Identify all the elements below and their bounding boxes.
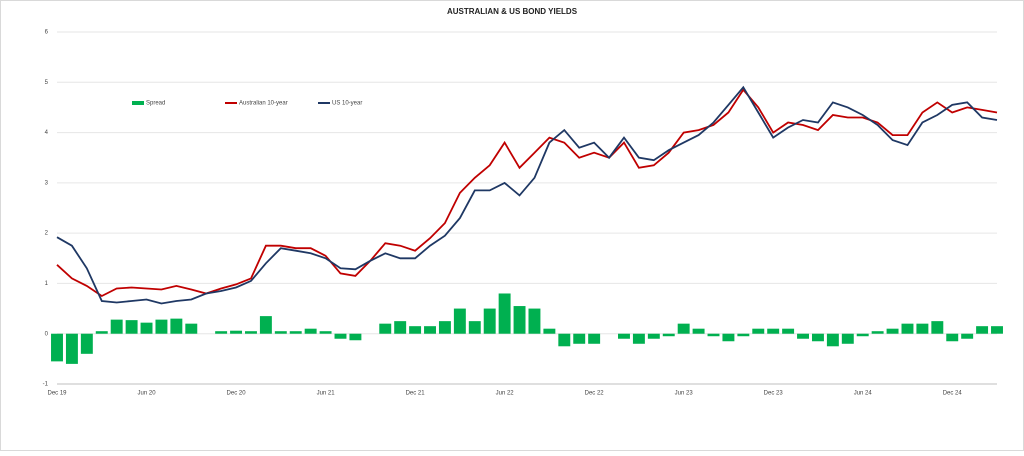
spread-bar [662, 333, 675, 337]
spread-bar [543, 328, 556, 334]
spread-bar [110, 319, 123, 334]
x-tick-label: Dec 19 [47, 391, 67, 397]
y-tick-label: 1 [45, 281, 49, 287]
spread-bar [647, 333, 660, 339]
spread-bar [215, 331, 228, 334]
spread-bar [782, 328, 795, 334]
x-tick-label: Dec 24 [943, 391, 963, 397]
spread-bar [155, 319, 168, 334]
spread-bar [797, 333, 809, 339]
y-tick-label: 4 [45, 130, 49, 136]
y-tick-label: 5 [45, 80, 49, 86]
spread-bar [722, 333, 735, 342]
spread-bar [170, 318, 183, 334]
spread-bar [304, 328, 317, 334]
spread-bar [468, 321, 481, 334]
spread-bar [931, 321, 944, 334]
spread-bar [632, 333, 645, 344]
spread-bar [140, 322, 153, 334]
legend-label: Australian 10-year [239, 101, 288, 107]
spread-bar [424, 326, 436, 334]
spread-bar [916, 323, 929, 334]
legend-swatch [132, 101, 144, 105]
spread-bar [394, 321, 407, 334]
spread-bar [245, 331, 257, 334]
chart-title: AUSTRALIAN & US BOND YIELDS [447, 7, 578, 16]
spread-bar [692, 328, 705, 334]
x-tick-label: Dec 23 [764, 391, 784, 397]
y-tick-label: 3 [45, 180, 49, 186]
spread-bar [453, 308, 466, 334]
spread-bar [901, 323, 914, 334]
x-tick-label: Jun 24 [854, 391, 873, 397]
legend-label: Spread [146, 101, 165, 107]
spread-bar [289, 331, 302, 334]
spread-bar [961, 333, 974, 339]
spread-bar [588, 333, 601, 344]
spread-bar [125, 320, 138, 334]
spread-bar [826, 333, 839, 347]
spread-bar [95, 331, 108, 334]
spread-bar [737, 333, 750, 337]
spread-bar [707, 333, 720, 337]
spread-bar [319, 331, 332, 334]
spread-bar [513, 306, 526, 334]
spread-bar [528, 308, 541, 334]
legend-label: US 10-year [332, 101, 362, 107]
spread-bar [841, 333, 854, 344]
x-tick-label: Jun 22 [496, 391, 515, 397]
spread-bar [856, 333, 869, 337]
yield-line [56, 85, 998, 305]
x-tick-label: Dec 20 [227, 391, 247, 397]
y-tick-label: -1 [43, 382, 49, 388]
spread-bar [573, 333, 586, 344]
spread-bar [274, 331, 287, 334]
x-tick-label: Jun 20 [138, 391, 157, 397]
spread-bar [334, 333, 347, 339]
x-tick-label: Jun 23 [675, 391, 694, 397]
spread-bar [185, 323, 198, 334]
spread-bar [767, 328, 780, 334]
spread-bar [752, 328, 765, 334]
spread-bar [65, 333, 78, 364]
y-tick-label: 6 [45, 30, 49, 36]
y-tick-label: 2 [45, 231, 49, 237]
y-tick-label: 0 [45, 331, 49, 337]
spread-bar [483, 308, 496, 334]
spread-bar [259, 316, 272, 334]
spread-bar [618, 333, 630, 339]
spread-bar [976, 326, 989, 334]
spread-bar [946, 333, 959, 342]
x-tick-label: Dec 21 [406, 391, 426, 397]
spread-bar [80, 333, 93, 354]
spread-bar [230, 330, 243, 334]
yield-line [56, 88, 998, 298]
x-tick-label: Jun 21 [317, 391, 336, 397]
spread-bar [811, 333, 824, 342]
spread-bar [409, 326, 422, 334]
spread-bar [991, 326, 1003, 334]
spread-bar [558, 333, 571, 347]
spread-bar [438, 321, 451, 334]
spread-bar [498, 293, 511, 334]
x-tick-label: Dec 22 [585, 391, 605, 397]
spread-bar [677, 323, 690, 334]
spread-bar [379, 323, 392, 334]
spread-bar [886, 328, 899, 334]
spread-bar [349, 333, 362, 341]
spread-bar [871, 331, 884, 334]
spread-bar [51, 333, 63, 362]
